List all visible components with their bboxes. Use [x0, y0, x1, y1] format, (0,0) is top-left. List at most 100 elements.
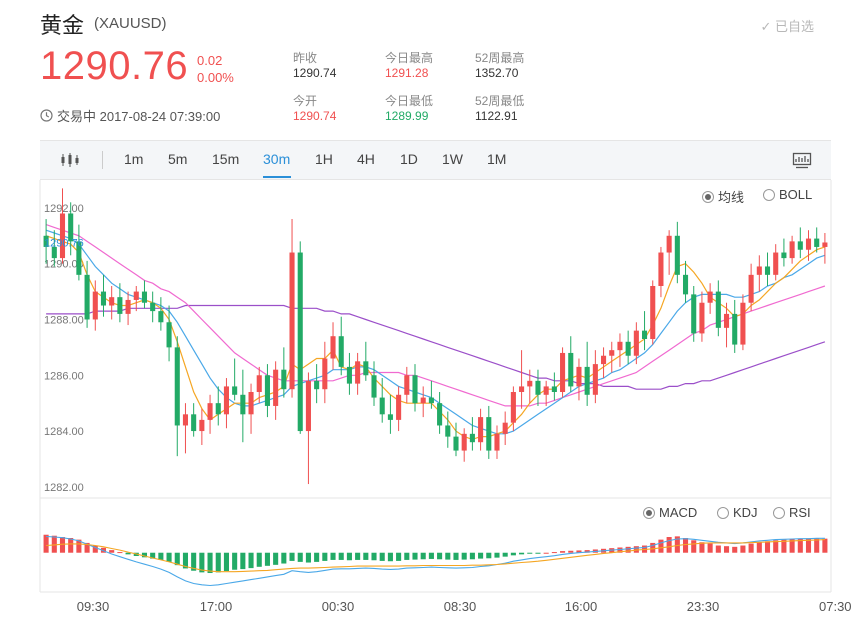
- interval-1w[interactable]: 1W: [442, 151, 463, 167]
- macd-bar: [535, 552, 541, 554]
- interval-30m[interactable]: 30m: [263, 151, 291, 167]
- candle: [150, 291, 156, 323]
- interval-5m[interactable]: 5m: [168, 151, 188, 167]
- candle-body: [51, 246, 57, 259]
- legend-boll-option[interactable]: BOLL: [763, 187, 812, 202]
- candle-body: [568, 352, 574, 387]
- legend-macd-label: MACD: [659, 505, 698, 520]
- macd-dea-line: [46, 539, 825, 573]
- interval-4h[interactable]: 4H: [357, 151, 375, 167]
- macd-bar: [158, 552, 164, 560]
- macd-bar: [797, 538, 803, 553]
- macd-bar: [264, 552, 270, 566]
- candle: [527, 369, 533, 404]
- macd-bar: [150, 552, 156, 559]
- candle: [560, 347, 566, 398]
- candle-body: [625, 341, 631, 356]
- candle: [461, 428, 467, 462]
- candle: [420, 386, 426, 418]
- candle-body: [478, 417, 484, 443]
- candle-body: [699, 302, 705, 334]
- candle-body: [617, 341, 623, 351]
- candle: [141, 280, 148, 309]
- chart-settings-icon[interactable]: [792, 152, 812, 169]
- candle-body: [256, 375, 262, 392]
- watchlist-button[interactable]: ✓ 已自选: [760, 19, 814, 34]
- candle: [330, 322, 336, 370]
- candle: [699, 291, 705, 342]
- macd-bar: [166, 552, 172, 562]
- candle-body: [642, 330, 648, 339]
- stat-open: 1290.74: [293, 109, 337, 123]
- candle-body: [330, 336, 336, 359]
- candle: [682, 260, 689, 303]
- candle-body: [355, 361, 361, 384]
- candle: [215, 386, 221, 426]
- macd-bar: [396, 552, 402, 561]
- price-change-pct: 0.00%: [197, 70, 234, 85]
- price-chart[interactable]: 1282.001284.001286.001288.001290.001292.…: [0, 180, 852, 628]
- candle-body: [748, 274, 754, 303]
- candle: [43, 219, 49, 264]
- candle: [469, 417, 475, 451]
- candle-body: [199, 419, 205, 432]
- candle: [519, 350, 525, 409]
- candle-body: [797, 241, 803, 250]
- legend-macd-option[interactable]: MACD: [643, 505, 697, 520]
- legend-rsi-option[interactable]: RSI: [773, 505, 811, 520]
- interval-1d[interactable]: 1D: [400, 151, 418, 167]
- macd-bar: [461, 552, 467, 560]
- candle-body: [404, 375, 410, 395]
- macd-bar: [478, 552, 484, 559]
- interval-15m[interactable]: 15m: [212, 151, 240, 167]
- candle-body: [510, 392, 516, 423]
- candlestick-icon[interactable]: [60, 152, 80, 168]
- radio-ma[interactable]: [702, 190, 714, 203]
- macd-bar: [748, 543, 754, 553]
- stat-label: 52周最高: [475, 51, 525, 65]
- candle-body: [461, 433, 467, 451]
- legend-boll-label: BOLL: [779, 187, 813, 202]
- candle: [715, 280, 721, 337]
- candle: [248, 383, 254, 434]
- stat-day-low: 1289.99: [385, 109, 429, 123]
- candle-body: [240, 394, 246, 415]
- interval-1mo[interactable]: 1M: [487, 151, 507, 167]
- interval-1h[interactable]: 1H: [315, 151, 333, 167]
- candle-body: [322, 358, 328, 390]
- macd-bar: [633, 546, 639, 553]
- candle-body: [502, 422, 508, 434]
- candle-body: [158, 311, 164, 323]
- candle: [781, 238, 787, 267]
- macd-bar: [773, 540, 779, 553]
- radio-boll[interactable]: [763, 188, 775, 201]
- instrument-title: 黄金: [40, 13, 85, 38]
- legend-kdj-option[interactable]: KDJ: [717, 505, 758, 520]
- macd-bar: [338, 552, 344, 560]
- legend-ma-option[interactable]: 均线: [702, 187, 744, 206]
- toolbar-divider: [102, 151, 103, 169]
- candle: [764, 252, 771, 286]
- candle: [551, 372, 557, 401]
- candle-body: [814, 238, 820, 247]
- macd-bar: [764, 541, 771, 553]
- candle: [264, 364, 270, 418]
- instrument-symbol: (XAUUSD): [94, 15, 167, 32]
- candle-body: [805, 238, 812, 250]
- radio-macd[interactable]: [643, 506, 655, 519]
- radio-rsi[interactable]: [773, 506, 785, 519]
- candle: [404, 366, 410, 404]
- candle-body: [117, 297, 123, 314]
- interval-1m[interactable]: 1m: [124, 151, 144, 167]
- macd-bar: [346, 552, 352, 561]
- candle: [740, 294, 746, 351]
- candle-body: [789, 241, 795, 259]
- macd-bar: [240, 552, 246, 570]
- candle: [396, 386, 402, 432]
- candle: [428, 380, 434, 409]
- candle: [478, 408, 484, 451]
- candle: [355, 352, 361, 395]
- candle-body: [133, 291, 139, 300]
- candle-body: [576, 366, 582, 387]
- radio-kdj[interactable]: [717, 506, 729, 519]
